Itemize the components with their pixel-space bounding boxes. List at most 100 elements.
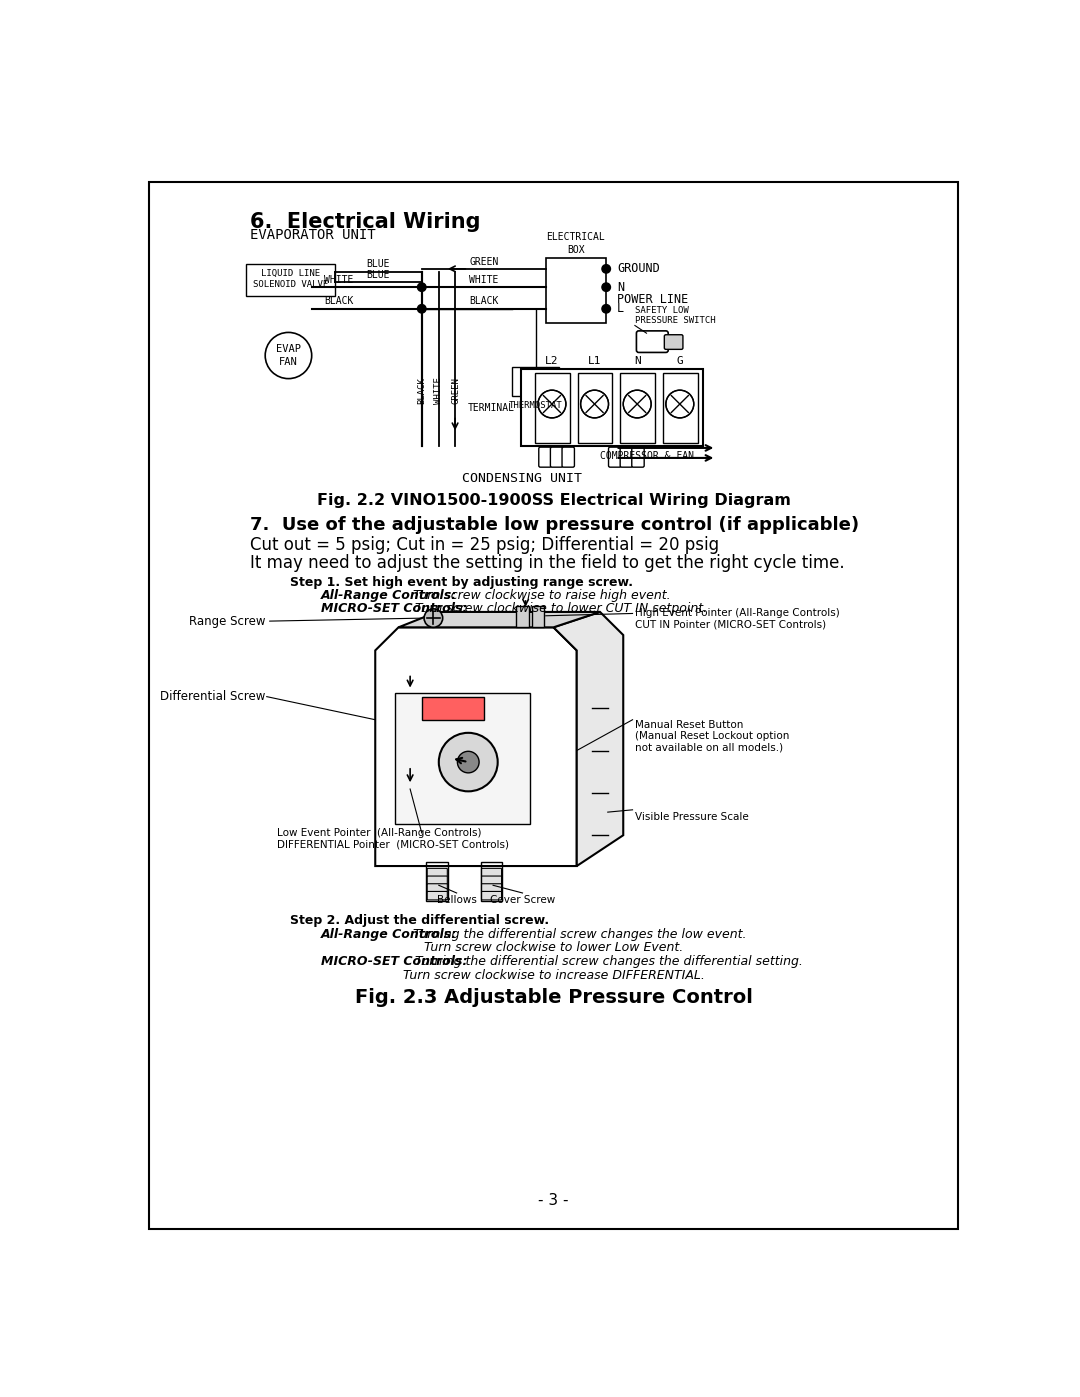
Text: N: N xyxy=(617,281,624,293)
Text: It may need to adjust the setting in the field to get the right cycle time.: It may need to adjust the setting in the… xyxy=(249,555,845,573)
Bar xyxy=(512,367,559,397)
Text: 6.  Electrical Wiring: 6. Electrical Wiring xyxy=(249,211,481,232)
Text: THERMOSTAT: THERMOSTAT xyxy=(509,401,563,409)
FancyBboxPatch shape xyxy=(539,447,551,467)
Text: TERMINAL: TERMINAL xyxy=(468,402,515,414)
Text: WHITE: WHITE xyxy=(469,275,499,285)
Text: L: L xyxy=(617,302,624,316)
Text: Differential Screw: Differential Screw xyxy=(160,690,266,703)
Text: Turn screw clockwise to lower Low Event.: Turn screw clockwise to lower Low Event. xyxy=(423,942,684,954)
Text: BLUE: BLUE xyxy=(366,270,390,279)
Text: Step 2. Adjust the differential screw.: Step 2. Adjust the differential screw. xyxy=(291,914,549,926)
Text: Cut out = 5 psig; Cut in = 25 psig; Differential = 20 psig: Cut out = 5 psig; Cut in = 25 psig; Diff… xyxy=(249,536,719,555)
Bar xyxy=(246,264,335,296)
Circle shape xyxy=(418,284,426,292)
Text: Turn screw clockwise to increase DIFFERENTIAL.: Turn screw clockwise to increase DIFFERE… xyxy=(403,970,704,982)
Text: WHITE: WHITE xyxy=(324,275,353,285)
Bar xyxy=(620,373,656,443)
Circle shape xyxy=(581,390,608,418)
Bar xyxy=(535,373,570,443)
FancyBboxPatch shape xyxy=(482,869,501,877)
Text: GROUND: GROUND xyxy=(617,263,660,275)
Text: POWER LINE: POWER LINE xyxy=(617,293,688,306)
Circle shape xyxy=(602,305,610,313)
Text: Step 1. Set high event by adjusting range screw.: Step 1. Set high event by adjusting rang… xyxy=(291,576,633,588)
FancyBboxPatch shape xyxy=(482,884,501,893)
Text: CUT IN Pointer (MICRO-SET Controls): CUT IN Pointer (MICRO-SET Controls) xyxy=(635,620,826,630)
Text: LIQUID LINE
SOLENOID VALVE: LIQUID LINE SOLENOID VALVE xyxy=(253,268,328,289)
Text: SAFETY LOW
PRESSURE SWITCH: SAFETY LOW PRESSURE SWITCH xyxy=(635,306,715,326)
Circle shape xyxy=(424,609,443,627)
Text: WHITE: WHITE xyxy=(434,377,443,404)
Text: Low Event Pointer  (All-Range Controls): Low Event Pointer (All-Range Controls) xyxy=(276,827,482,838)
Text: Fig. 2.3 Adjustable Pressure Control: Fig. 2.3 Adjustable Pressure Control xyxy=(354,988,753,1007)
FancyBboxPatch shape xyxy=(428,891,447,900)
Text: L2: L2 xyxy=(545,355,558,366)
Circle shape xyxy=(266,332,312,379)
Circle shape xyxy=(538,390,566,418)
Polygon shape xyxy=(399,612,600,627)
Circle shape xyxy=(623,390,651,418)
Text: not available on all models.): not available on all models.) xyxy=(635,743,783,753)
FancyBboxPatch shape xyxy=(562,447,575,467)
Circle shape xyxy=(438,733,498,791)
FancyBboxPatch shape xyxy=(428,869,447,877)
FancyBboxPatch shape xyxy=(636,331,669,352)
Text: Fig. 2.2 VINO1500-1900SS Electrical Wiring Diagram: Fig. 2.2 VINO1500-1900SS Electrical Wiri… xyxy=(316,493,791,507)
Text: DIFFERENTIAL Pointer  (MICRO-SET Controls): DIFFERENTIAL Pointer (MICRO-SET Controls… xyxy=(276,840,509,849)
Circle shape xyxy=(602,264,610,272)
Text: MICRO-SET Controls:: MICRO-SET Controls: xyxy=(321,956,468,968)
Text: BLUE: BLUE xyxy=(366,260,390,270)
Polygon shape xyxy=(554,612,623,866)
Bar xyxy=(521,369,703,447)
Text: N: N xyxy=(634,355,640,366)
Text: Turn screw clockwise to lower CUT IN setpoint.: Turn screw clockwise to lower CUT IN set… xyxy=(410,602,707,615)
Text: GREEN: GREEN xyxy=(469,257,499,267)
Bar xyxy=(531,606,544,627)
Text: COMPRESSOR & FAN: COMPRESSOR & FAN xyxy=(599,451,693,461)
Circle shape xyxy=(418,305,426,313)
Bar xyxy=(481,862,502,901)
Circle shape xyxy=(666,390,693,418)
Text: All-Range Controls:: All-Range Controls: xyxy=(321,928,457,940)
Text: High Event Pointer (All-Range Controls): High Event Pointer (All-Range Controls) xyxy=(635,608,839,617)
Text: G: G xyxy=(676,355,684,366)
Bar xyxy=(578,373,612,443)
FancyBboxPatch shape xyxy=(632,447,644,467)
Text: - 3 -: - 3 - xyxy=(538,1193,569,1208)
FancyBboxPatch shape xyxy=(428,884,447,893)
Text: Turning the differential screw changes the low event.: Turning the differential screw changes t… xyxy=(409,928,747,940)
FancyBboxPatch shape xyxy=(482,876,501,884)
FancyBboxPatch shape xyxy=(664,335,683,349)
Text: ELECTRICAL
BOX: ELECTRICAL BOX xyxy=(546,232,606,254)
Text: GREEN: GREEN xyxy=(451,377,460,404)
Text: 7.  Use of the adjustable low pressure control (if applicable): 7. Use of the adjustable low pressure co… xyxy=(249,515,859,534)
Text: L1: L1 xyxy=(588,355,602,366)
Text: Range Screw: Range Screw xyxy=(189,615,266,627)
FancyBboxPatch shape xyxy=(620,447,633,467)
Polygon shape xyxy=(375,627,577,866)
Text: (Manual Reset Lockout option: (Manual Reset Lockout option xyxy=(635,731,789,742)
Text: EVAP
FAN: EVAP FAN xyxy=(276,344,301,367)
Text: EVAPORATOR UNIT: EVAPORATOR UNIT xyxy=(249,229,376,243)
Text: BLACK: BLACK xyxy=(324,296,353,306)
Text: Manual Reset Button: Manual Reset Button xyxy=(635,719,743,729)
Bar xyxy=(663,373,698,443)
Text: Turning the differential screw changes the differential setting.: Turning the differential screw changes t… xyxy=(410,956,802,968)
Text: Bellows: Bellows xyxy=(436,894,476,904)
Text: BLACK: BLACK xyxy=(469,296,499,306)
Circle shape xyxy=(602,284,610,292)
Bar xyxy=(394,693,530,824)
Bar xyxy=(427,862,448,901)
Bar xyxy=(545,257,606,323)
FancyBboxPatch shape xyxy=(428,876,447,884)
Text: MICRO-SET Controls:: MICRO-SET Controls: xyxy=(321,602,468,615)
FancyBboxPatch shape xyxy=(551,447,563,467)
Text: Cover Screw: Cover Screw xyxy=(490,894,555,904)
FancyBboxPatch shape xyxy=(608,447,621,467)
Text: Turn screw clockwise to raise high event.: Turn screw clockwise to raise high event… xyxy=(409,588,671,602)
FancyBboxPatch shape xyxy=(482,891,501,900)
Bar xyxy=(422,697,484,719)
Text: Visible Pressure Scale: Visible Pressure Scale xyxy=(635,812,748,821)
Circle shape xyxy=(458,752,480,773)
